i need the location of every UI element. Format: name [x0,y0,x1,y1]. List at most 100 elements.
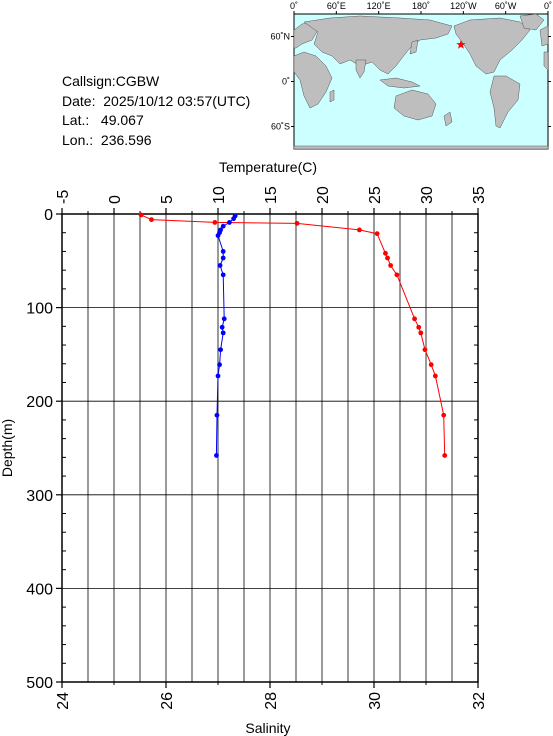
land-north-america [453,17,531,75]
salinity-tick-label: 30 [367,692,384,710]
map-lon-tick-label: 60˚W [495,1,517,11]
temperature-data-point [149,217,154,223]
temperature-tick-label: 35 [471,186,488,204]
salinity-tick-label: 26 [159,692,176,710]
callsign-line: Callsign:CGBW [62,72,250,92]
salinity-data-point [221,316,227,322]
land-nz [443,111,453,127]
plot-grid [62,214,478,682]
map-lon-tick-label: 180˚ [412,1,430,11]
date-line: Date: 2025/10/12 03:57(UTC) [62,92,250,112]
map-lat-tick-label: 60˚S [271,122,290,132]
temperature-data-point [416,324,422,330]
temperature-data-point [374,231,380,237]
land-antarctica [293,145,549,150]
depth-tick-label: 0 [44,207,53,224]
temperature-data-point [383,250,388,256]
temperature-tick-label: 20 [315,186,332,204]
data-series [138,212,448,458]
date-value: 2025/10/12 03:57(UTC) [103,92,251,109]
salinity-data-point [220,249,226,254]
salinity-data-point [214,453,219,458]
location-map: 0˚ 60˚E 120˚E 180˚ 120˚W 60˚W 0˚ 60˚N 0˚ 60˚S [270,1,552,150]
map-lon-tick-label: 0˚ [544,1,552,11]
land-greenland [519,13,545,31]
land-europe [293,21,319,49]
callsign-label: Callsign: [62,73,116,89]
land-africa [293,51,333,109]
salinity-data-point [227,220,232,225]
land-japan [409,39,419,55]
salinity-tick-label: 32 [471,692,488,710]
temperature-tick-label: 10 [211,186,228,204]
station-info: Callsign:CGBW Date: 2025/10/12 03:57(UTC… [62,72,250,150]
temperature-data-point [441,412,447,418]
land-indonesia [379,77,421,89]
land-india [355,59,367,79]
salinity-data-point [220,272,226,278]
temperature-tick-label: 0 [107,195,124,204]
salinity-data-point [217,263,223,268]
salinity-data-point [218,347,224,353]
temperature-data-point [357,227,362,233]
salinity-tick-label: 24 [55,692,72,710]
land-asia [303,15,453,75]
salinity-data-point [217,362,222,368]
depth-axis: 0 100 200 300 400 500 [26,207,62,692]
salinity-data-point [219,324,225,330]
salinity-data-point [220,330,226,336]
land-africa-east [543,51,549,71]
salinity-tick-label: 28 [263,692,280,710]
depth-tick-label: 100 [26,301,53,318]
temperature-data-point [432,373,438,379]
salinity-axis: 24 26 28 30 32 [55,682,488,710]
temperature-tick-label: 25 [367,186,384,204]
depth-tick-label: 500 [26,675,53,692]
map-lon-tick-label: 120˚E [367,1,391,11]
callsign-value: CGBW [115,73,160,89]
salinity-axis-label: Salinity [245,720,290,736]
depth-axis-label: Depth(m) [0,419,15,477]
temperature-data-point [138,212,144,218]
land-madagascar [329,89,335,103]
star-icon [456,39,466,49]
salinity-data-point [220,255,226,261]
lat-label: Lat.: [62,112,90,128]
map-land [293,13,549,150]
temperature-tick-label: 5 [159,195,176,204]
temperature-data-point [212,220,218,225]
map-lon-tick-label: 120˚W [450,1,477,11]
map-lon-tick-label: 60˚E [327,1,346,11]
land-europe-east [539,25,549,47]
salinity-data-point [215,233,221,238]
lon-label: Lon.: [62,131,94,148]
map-lat-tick-label: 0˚ [282,77,290,87]
lat-line: Lat.: 49.067 [62,111,250,131]
lon-value: 236.596 [100,131,152,148]
temperature-data-point [388,263,394,268]
lon-line: Lon.: 236.596 [62,131,250,151]
temperature-axis-label: Temperature(C) [219,159,317,175]
depth-tick-label: 400 [26,581,53,598]
temperature-data-point [428,362,434,368]
minor-ticks [62,232,478,664]
salinity-data-point [215,373,221,379]
temperature-data-point [412,316,417,322]
salinity-data-point [231,216,237,222]
temperature-data-point [422,347,428,353]
temperature-tick-label: -5 [55,190,72,204]
temperature-tick-label: 30 [419,186,436,204]
depth-tick-label: 300 [26,488,53,505]
temperature-data-point [394,272,400,278]
temperature-data-point [418,330,424,336]
date-label: Date: [62,92,96,109]
temperature-data-point [294,220,300,226]
temperature-data-point [442,453,448,458]
lat-value: 49.067 [100,112,144,128]
salinity-data-point [214,412,220,418]
map-lon-tick-label: 0˚ [290,1,298,11]
depth-tick-label: 200 [26,394,53,411]
land-south-america [489,75,521,129]
salinity-data-point [220,223,226,229]
